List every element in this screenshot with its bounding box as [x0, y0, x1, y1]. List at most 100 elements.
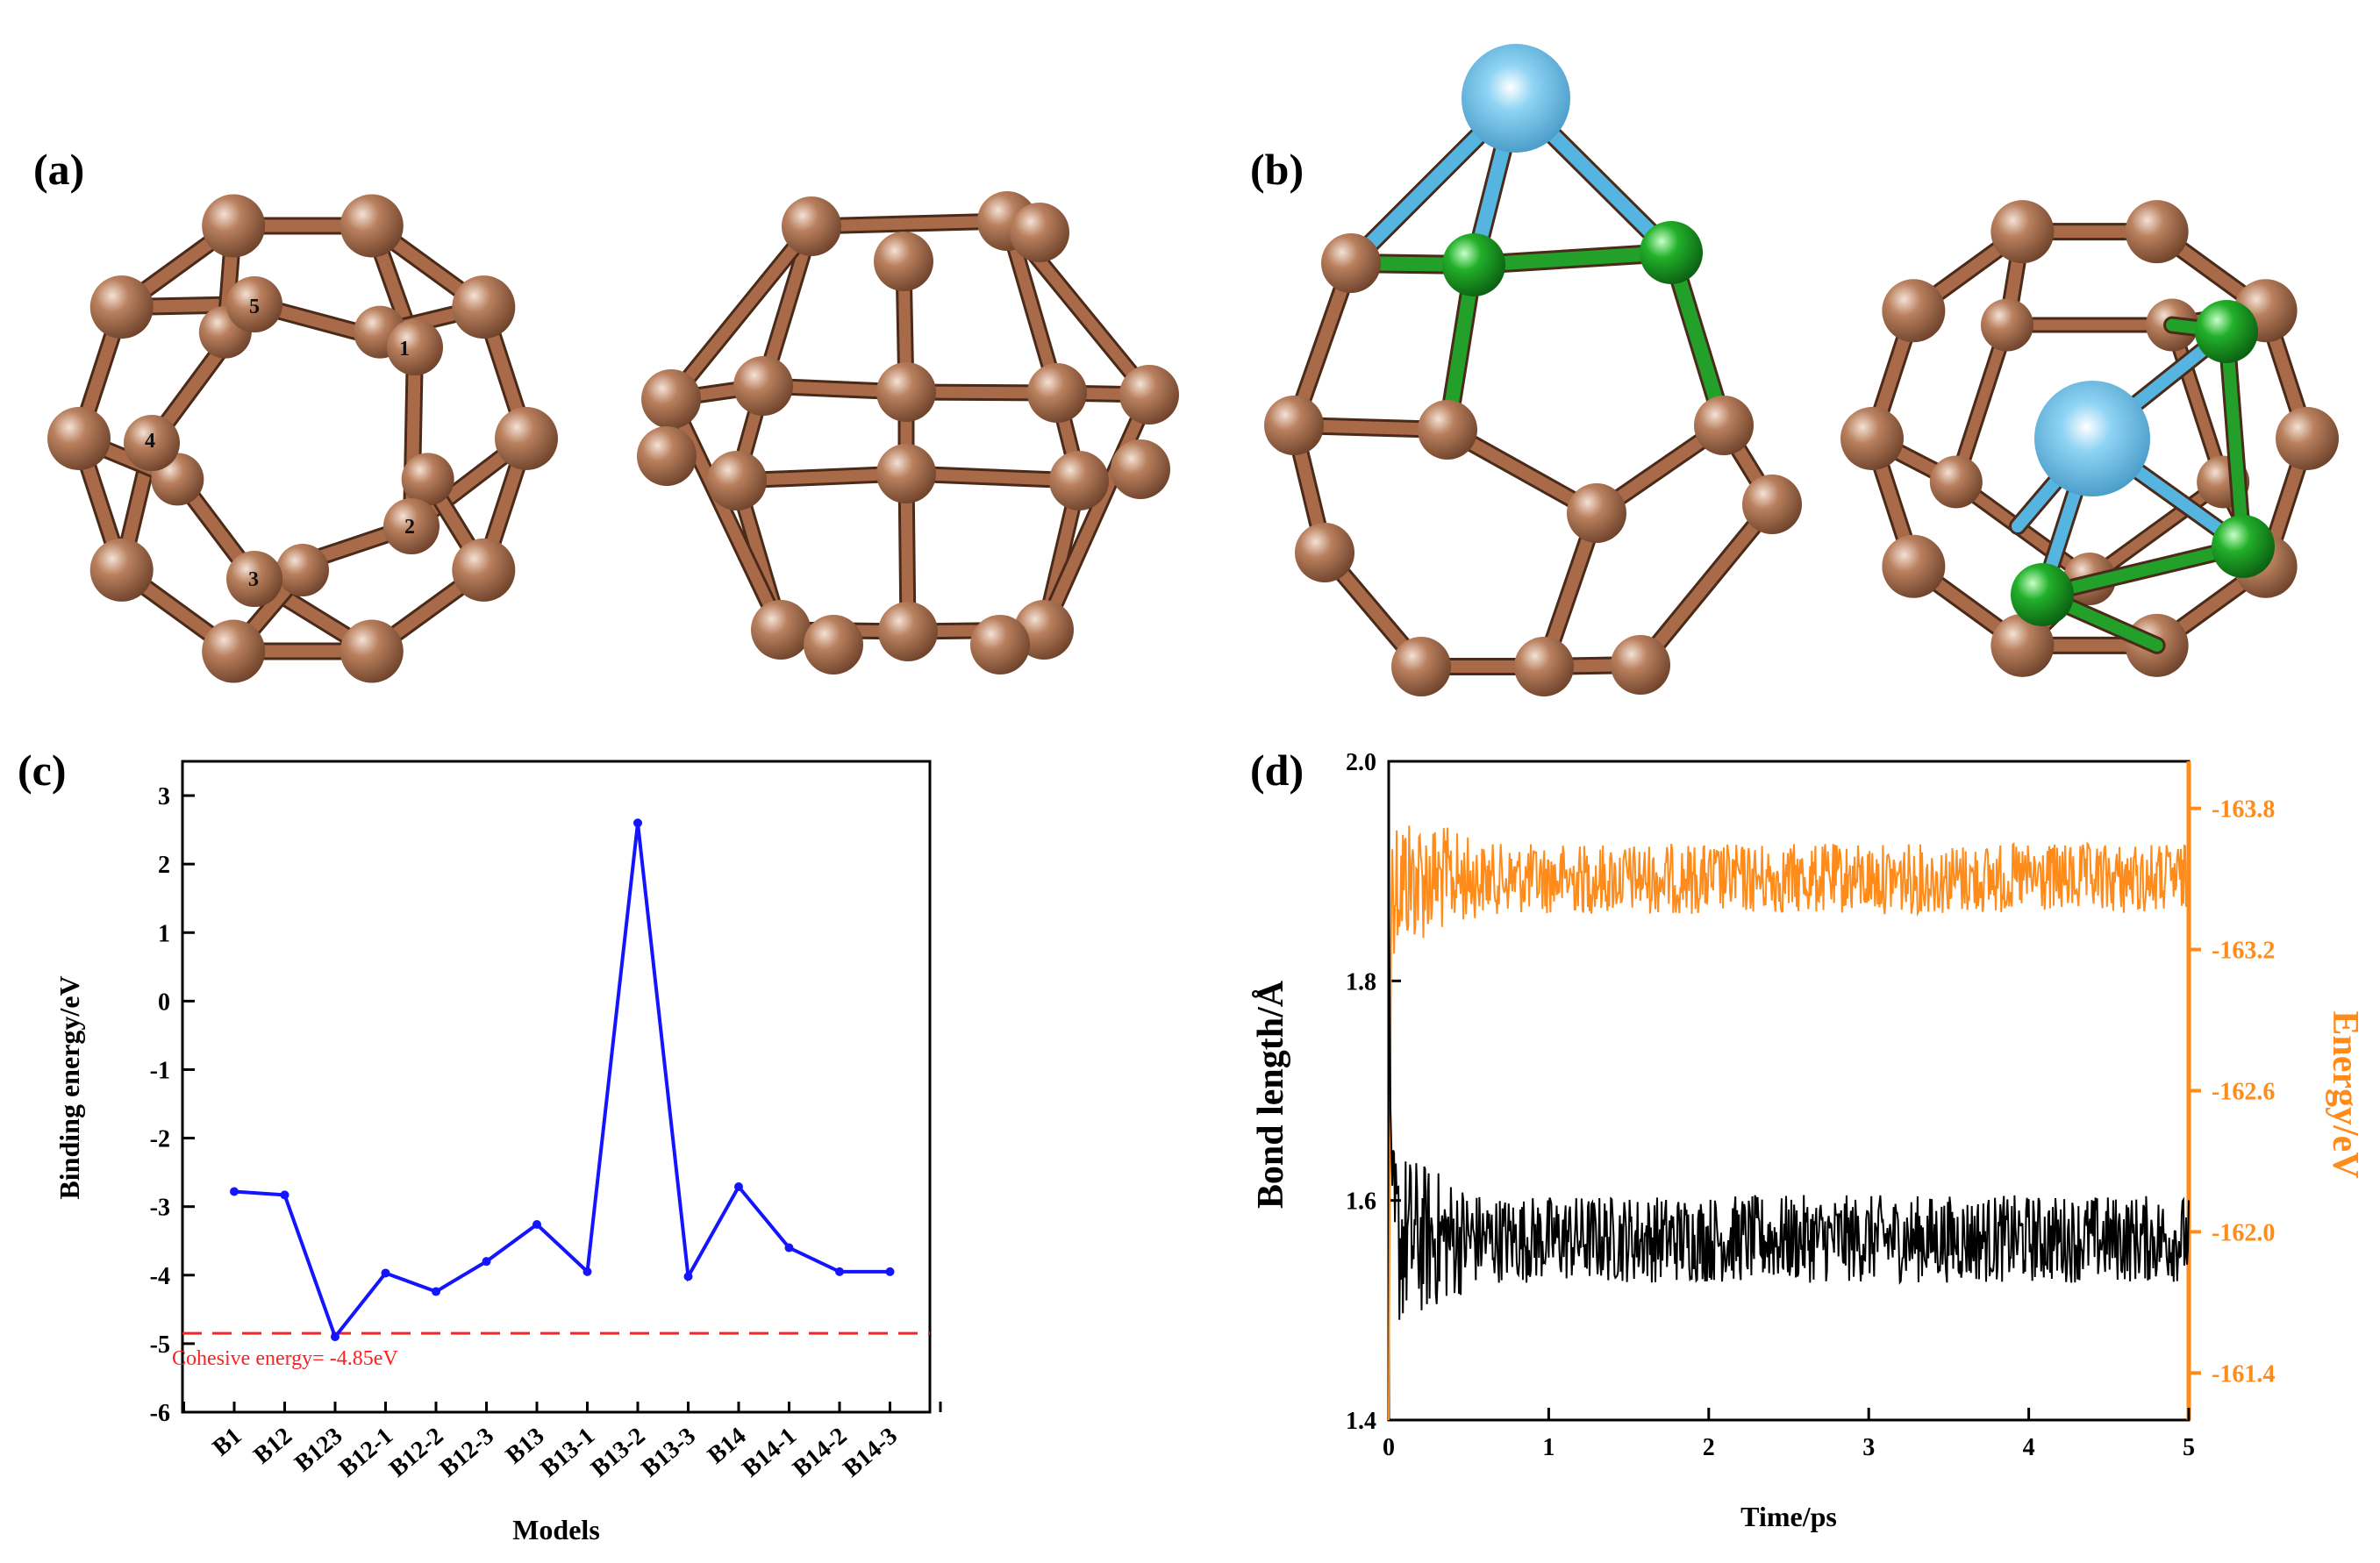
bond	[2167, 319, 2229, 488]
chart-c-ylabel: Binding energy/eV	[54, 975, 85, 1199]
y-right-tick-label: -161.4	[2212, 1360, 2275, 1388]
boron-atom	[1990, 200, 2055, 264]
boron-atom	[1567, 483, 1626, 543]
binding-energy-point	[835, 1267, 844, 1276]
boron-atom	[637, 426, 697, 486]
chart-c-y-ticks: 3 2 1 0 -1 -2 -3 -4 -5 -6	[150, 783, 195, 1427]
bond	[2036, 540, 2249, 601]
panel-label-a: (a)	[33, 145, 84, 194]
boron-atom	[876, 362, 936, 422]
bond	[1634, 498, 1778, 671]
x-tick-label: B14-2	[788, 1423, 853, 1483]
bond	[2084, 476, 2229, 584]
x-tick-label: B12	[248, 1423, 297, 1470]
y-right-tick-label: -162.0	[2212, 1219, 2275, 1246]
y-tick-label: 0	[158, 988, 170, 1016]
boron-atom	[387, 319, 443, 375]
y-right-tick-label: -163.2	[2212, 938, 2275, 965]
boron-atom	[2276, 407, 2339, 470]
boron-atom	[751, 600, 811, 660]
boron-atom	[226, 551, 282, 607]
binding-energy-point	[230, 1187, 239, 1196]
atom-number-labels: 1 2 3 4 5	[145, 296, 415, 591]
bond	[1950, 319, 2012, 488]
boron-atom	[452, 538, 516, 602]
boron-atom	[1980, 298, 2033, 352]
y-tick-label: 1.8	[1346, 968, 1376, 996]
boron-atom	[383, 498, 440, 554]
highlight-atom	[1640, 221, 1703, 284]
x-tick-label: 3	[1862, 1434, 1875, 1461]
y-tick-label: 2	[158, 852, 170, 879]
x-tick-label: B1	[208, 1423, 247, 1462]
boron-atom	[1694, 396, 1754, 455]
atom-label-1: 1	[399, 338, 410, 360]
y-tick-label: -5	[150, 1331, 170, 1359]
atom-label-4: 4	[145, 430, 155, 453]
binding-energy-point	[331, 1332, 339, 1342]
y-tick-label: -6	[150, 1400, 170, 1427]
boron-atom	[707, 451, 767, 510]
cohesive-energy-label: Cohesive energy= -4.85eV	[172, 1347, 398, 1370]
chart-c-series	[230, 818, 895, 1342]
y-tick-label: 1.4	[1346, 1408, 1376, 1435]
binding-energy-point	[683, 1272, 693, 1281]
boron-atom	[495, 407, 558, 470]
boron-atom	[226, 276, 282, 332]
binding-energy-point	[432, 1287, 440, 1296]
boron-atom	[276, 544, 329, 596]
boron-atom	[876, 444, 936, 503]
panel-label-d: (d)	[1250, 746, 1304, 795]
panel-label-b: (b)	[1250, 145, 1304, 194]
boron-atom	[970, 615, 1030, 674]
boron-atom	[1264, 396, 1324, 455]
boron-atom	[1391, 637, 1451, 696]
binding-energy-point	[482, 1257, 491, 1267]
boron-atom	[1990, 613, 2055, 677]
binding-energy-line	[233, 823, 890, 1341]
atom-label-5: 5	[249, 296, 260, 318]
y-tick-label: -3	[150, 1195, 170, 1222]
energy-line	[1388, 825, 2190, 1421]
x-tick-label: B12-1	[333, 1423, 398, 1483]
doped-cluster-side-view	[1264, 44, 1802, 696]
boron-atom	[878, 602, 938, 661]
chart-d-series	[1388, 825, 2190, 1421]
boron-atom	[1321, 233, 1381, 293]
chart-c-frame	[181, 760, 932, 1414]
boron-atom	[1882, 534, 1946, 598]
boron-atom	[874, 232, 933, 291]
y-tick-label: 1	[158, 920, 170, 947]
bond-length-line	[1388, 849, 2190, 1320]
boron-atom	[1418, 400, 1477, 460]
boron-atom	[1840, 407, 1904, 470]
bond	[665, 220, 818, 405]
doped-cluster-top-view	[1840, 200, 2339, 677]
boron-atom	[1295, 523, 1354, 582]
x-tick-label: 1	[1542, 1434, 1555, 1461]
chart-c-xlabel: Models	[512, 1514, 600, 1545]
x-tick-label: B12-2	[384, 1423, 449, 1483]
highlight-atom	[2195, 300, 2258, 363]
cluster-side-view	[637, 191, 1179, 674]
y-tick-label: 3	[158, 783, 170, 810]
binding-energy-point	[381, 1268, 390, 1278]
binding-energy-point	[885, 1267, 895, 1276]
x-tick-label: 0	[1383, 1434, 1395, 1461]
boron-atom	[452, 275, 516, 339]
chart-d-ticks: 0 1 2 3 4 5 1.4 1.6 1.8 2.0 -163.8 -163.2 -162.6 -162…	[1346, 749, 2275, 1461]
boron-atom	[89, 275, 154, 339]
metal-atom	[2034, 381, 2150, 496]
binding-energy-point	[633, 818, 642, 828]
boron-atom	[1514, 637, 1574, 696]
highlight-atom	[2212, 515, 2275, 578]
cluster-top-view	[47, 194, 558, 683]
highlight-atom	[1442, 233, 1505, 296]
x-tick-label: B14-1	[737, 1423, 802, 1483]
x-tick-label: B14-3	[838, 1423, 903, 1483]
atom-label-2: 2	[404, 516, 415, 539]
y-tick-label: -4	[150, 1263, 170, 1290]
y-tick-label: 1.6	[1346, 1188, 1376, 1216]
